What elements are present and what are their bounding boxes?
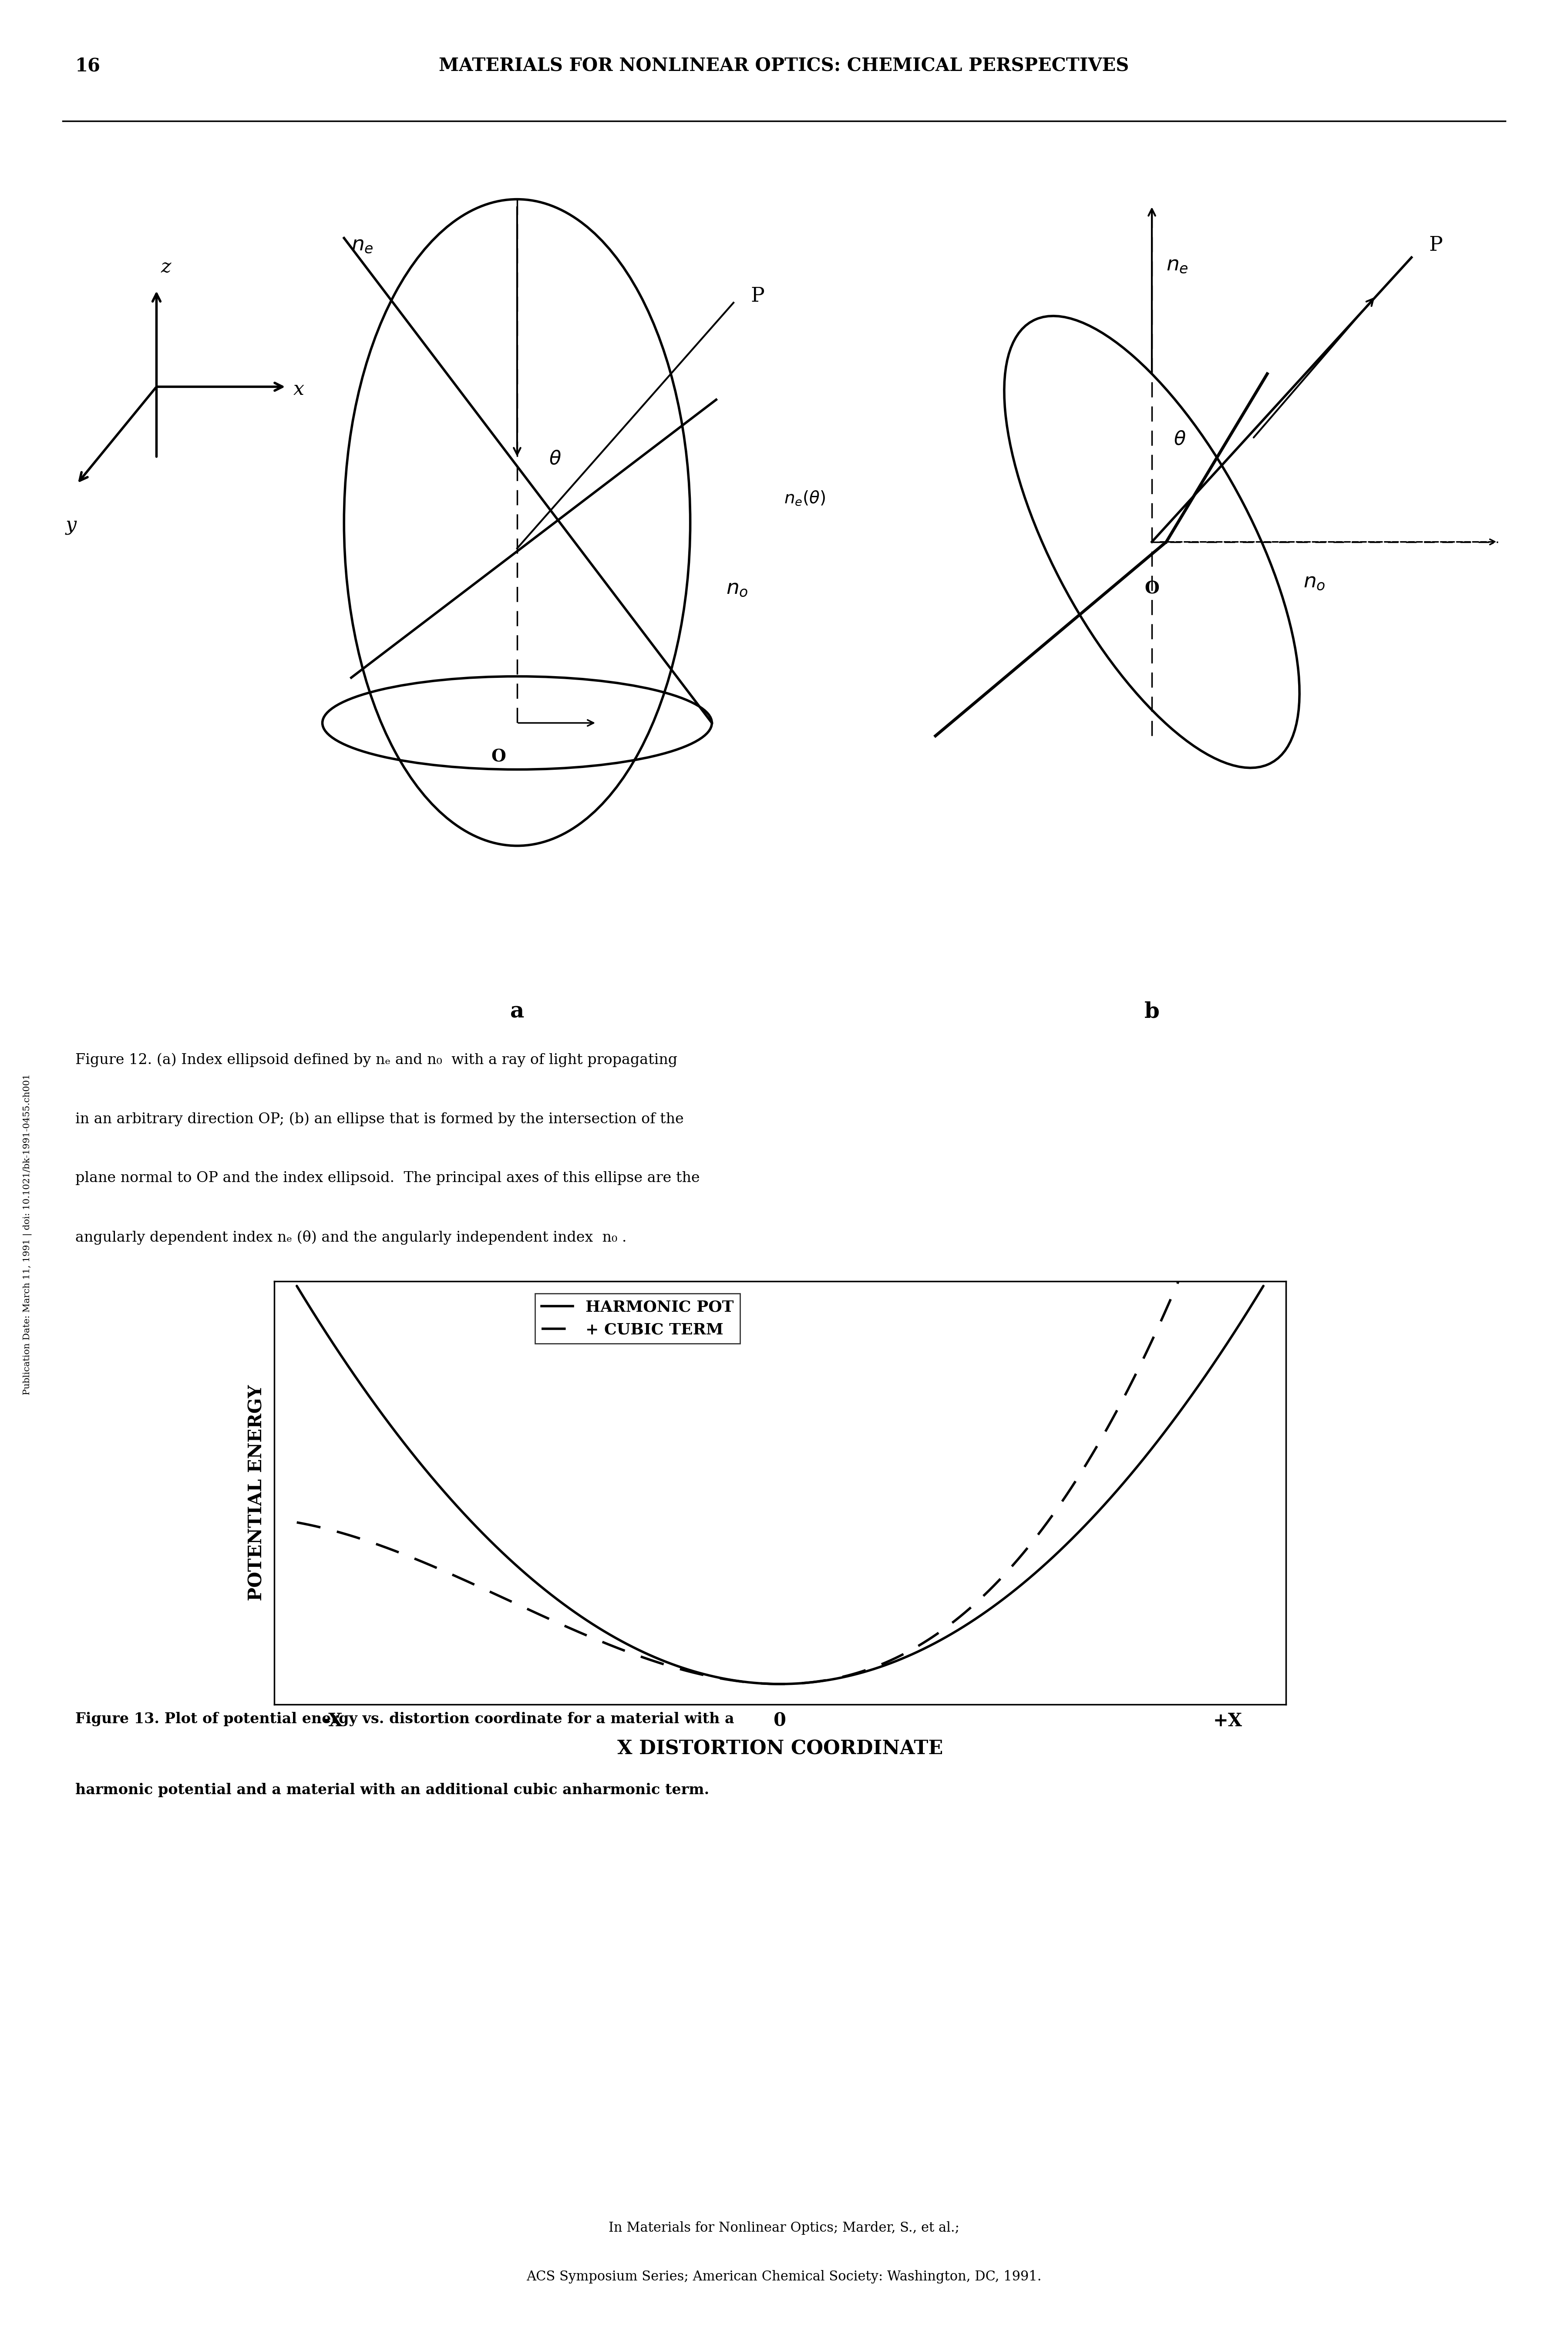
Text: $\mathit{n}_e$: $\mathit{n}_e$: [1167, 254, 1189, 275]
Text: y: y: [66, 517, 77, 534]
Text: $\mathit{n}_o$: $\mathit{n}_o$: [726, 578, 748, 597]
Text: P: P: [751, 287, 765, 306]
Text: Figure 12. (a) Index ellipsoid defined by nₑ and n₀  with a ray of light propaga: Figure 12. (a) Index ellipsoid defined b…: [75, 1053, 677, 1067]
Text: $\theta$: $\theta$: [1173, 430, 1185, 449]
Text: plane normal to OP and the index ellipsoid.  The principal axes of this ellipse : plane normal to OP and the index ellipso…: [75, 1171, 699, 1185]
Text: harmonic potential and a material with an additional cubic anharmonic term.: harmonic potential and a material with a…: [75, 1782, 709, 1796]
Text: O: O: [491, 748, 506, 764]
Text: Figure 13. Plot of potential energy vs. distortion coordinate for a material wit: Figure 13. Plot of potential energy vs. …: [75, 1712, 734, 1726]
Text: In Materials for Nonlinear Optics; Marder, S., et al.;: In Materials for Nonlinear Optics; Marde…: [608, 2222, 960, 2233]
Legend: HARMONIC POT, + CUBIC TERM: HARMONIC POT, + CUBIC TERM: [535, 1293, 740, 1342]
Text: O: O: [1145, 581, 1159, 597]
Text: in an arbitrary direction OP; (b) an ellipse that is formed by the intersection : in an arbitrary direction OP; (b) an ell…: [75, 1112, 684, 1126]
Text: $\mathit{n}_o$: $\mathit{n}_o$: [1303, 571, 1325, 592]
Text: z: z: [162, 259, 171, 277]
Text: angularly dependent index nₑ (θ) and the angularly independent index  n₀ .: angularly dependent index nₑ (θ) and the…: [75, 1230, 627, 1244]
Text: $\mathit{n}_e$: $\mathit{n}_e$: [351, 235, 373, 254]
Text: P: P: [1428, 235, 1443, 256]
X-axis label: X DISTORTION COORDINATE: X DISTORTION COORDINATE: [618, 1740, 942, 1759]
Text: a: a: [510, 1002, 524, 1023]
Text: ACS Symposium Series; American Chemical Society: Washington, DC, 1991.: ACS Symposium Series; American Chemical …: [527, 2271, 1041, 2283]
Text: x: x: [293, 381, 304, 400]
Text: $\mathit{n}_e(\theta)$: $\mathit{n}_e(\theta)$: [784, 489, 825, 508]
Text: $\theta$: $\theta$: [549, 449, 561, 468]
Text: Publication Date: March 11, 1991 | doi: 10.1021/bk-1991-0455.ch001: Publication Date: March 11, 1991 | doi: …: [24, 1074, 31, 1394]
Text: b: b: [1145, 1002, 1159, 1023]
Y-axis label: POTENTIAL ENERGY: POTENTIAL ENERGY: [248, 1385, 267, 1601]
Text: MATERIALS FOR NONLINEAR OPTICS: CHEMICAL PERSPECTIVES: MATERIALS FOR NONLINEAR OPTICS: CHEMICAL…: [439, 56, 1129, 75]
Text: 16: 16: [75, 56, 100, 75]
